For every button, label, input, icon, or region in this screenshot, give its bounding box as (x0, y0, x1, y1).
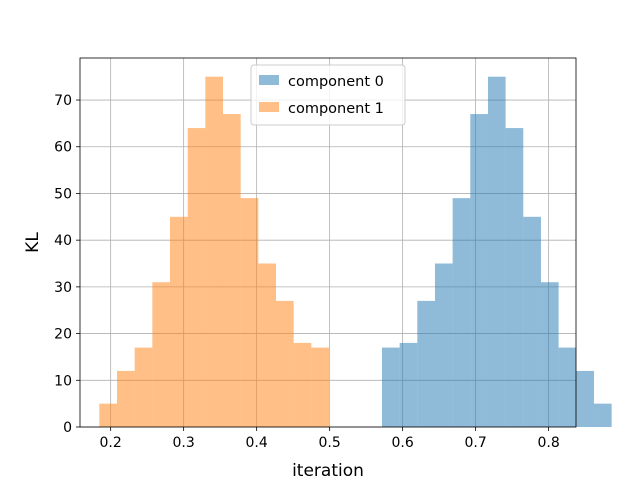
y-tick-label: 0 (63, 420, 72, 436)
legend-swatch (259, 75, 279, 85)
histogram-bar-series-0 (540, 282, 559, 427)
histogram-bar-series-0 (505, 128, 524, 427)
y-tick-label: 40 (54, 233, 72, 249)
legend-box (250, 64, 406, 126)
histogram-bar-series-0 (487, 76, 506, 428)
x-axis-label: iteration (292, 461, 364, 480)
histogram-bar-series-1 (240, 198, 259, 427)
histogram-bar-series-0 (576, 370, 594, 427)
histogram-bar-series-1 (152, 282, 171, 427)
histogram-bar-series-0 (381, 347, 400, 427)
x-tick-label: 0.4 (246, 435, 268, 451)
histogram-bar-series-0 (399, 342, 418, 427)
x-tick-label: 0.3 (173, 435, 195, 451)
histogram-bar-series-0 (434, 263, 453, 427)
x-tick-label: 0.2 (100, 435, 122, 451)
histogram-bar-series-0 (470, 114, 488, 428)
x-axis-ticks: 0.2 0.3 0.4 0.5 0.6 0.7 0.8 (100, 427, 560, 451)
y-tick-label: 20 (54, 327, 72, 343)
legend-label: component 1 (288, 101, 384, 117)
plot-frame (79, 57, 577, 428)
histogram-bar-series-0 (452, 198, 471, 427)
histogram-bar-series-1 (117, 370, 135, 427)
histogram-bars (99, 76, 612, 428)
y-tick-label: 10 (54, 373, 72, 389)
legend-swatch (259, 102, 279, 112)
y-axis-ticks: 0 10 20 30 40 50 60 70 (54, 93, 80, 436)
x-tick-label: 0.8 (537, 435, 559, 451)
histogram-bar-series-1 (293, 342, 312, 427)
histogram-bar-series-0 (417, 300, 435, 427)
legend: component 0 component 1 (250, 64, 406, 126)
histogram-bar-series-0 (558, 347, 577, 427)
y-tick-label: 70 (54, 93, 72, 109)
x-tick-label: 0.7 (464, 435, 486, 451)
y-tick-label: 30 (54, 280, 72, 296)
histogram-bar-series-1 (134, 347, 153, 427)
x-tick-label: 0.6 (392, 435, 414, 451)
histogram-bar-series-1 (222, 114, 241, 428)
y-axis-label: KL (23, 232, 43, 253)
x-tick-label: 0.5 (319, 435, 341, 451)
histogram-bar-series-1 (311, 347, 329, 427)
histogram-bar-series-1 (258, 263, 276, 427)
histogram-bar-series-1 (205, 76, 223, 428)
histogram-bar-series-0 (523, 216, 541, 427)
histogram-bar-series-1 (275, 300, 294, 427)
histogram-bar-series-0 (593, 403, 612, 427)
y-tick-label: 50 (54, 186, 72, 202)
histogram-bar-series-1 (187, 128, 206, 427)
legend-label: component 0 (288, 74, 384, 90)
y-tick-label: 60 (54, 140, 72, 156)
histogram-bar-series-1 (170, 216, 188, 427)
histogram-bar-series-1 (99, 403, 118, 427)
